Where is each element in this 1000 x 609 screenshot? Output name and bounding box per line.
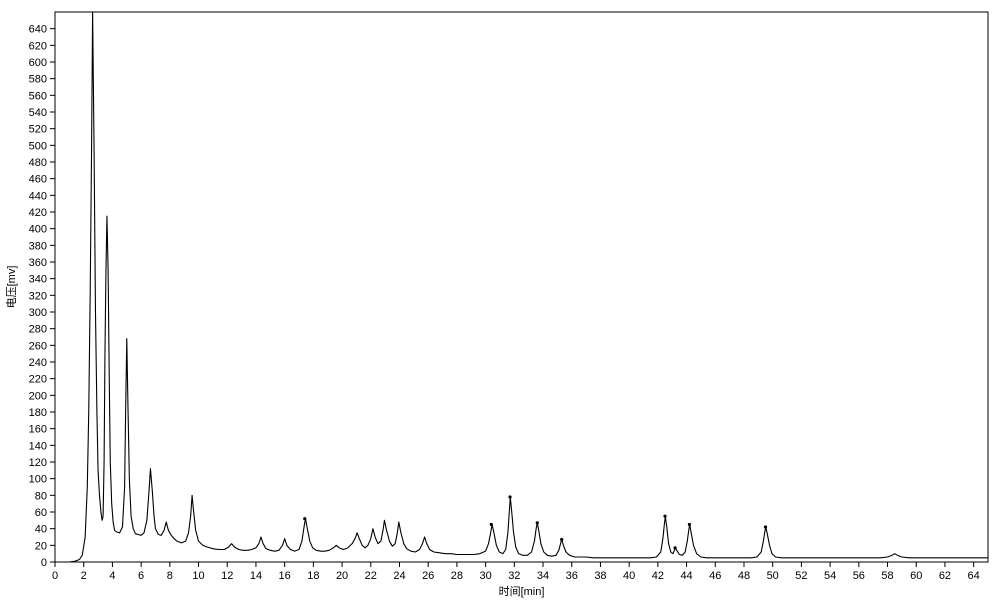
y-tick-label: 20 [35, 540, 47, 552]
y-tick-label: 380 [29, 240, 47, 252]
x-tick-label: 48 [738, 570, 750, 582]
y-tick-label: 120 [29, 457, 47, 469]
x-axis-label: 时间[min] [499, 585, 545, 598]
peak-marker [490, 523, 493, 526]
x-tick-label: 40 [623, 570, 635, 582]
x-tick-label: 42 [652, 570, 664, 582]
x-tick-label: 44 [680, 570, 692, 582]
x-tick-label: 12 [221, 570, 233, 582]
y-tick-label: 180 [29, 407, 47, 419]
peak-marker [673, 546, 676, 549]
x-tick-label: 30 [479, 570, 491, 582]
x-tick-label: 34 [537, 570, 549, 582]
chromatogram-chart: 0204060801001201401601802002202402602803… [0, 0, 1000, 609]
x-tick-label: 50 [767, 570, 779, 582]
x-tick-label: 54 [824, 570, 836, 582]
y-tick-label: 400 [29, 224, 47, 236]
y-tick-label: 620 [29, 40, 47, 52]
y-tick-label: 0 [41, 557, 47, 569]
x-tick-label: 26 [422, 570, 434, 582]
x-tick-label: 64 [968, 570, 980, 582]
x-tick-label: 20 [336, 570, 348, 582]
y-tick-label: 80 [35, 490, 47, 502]
y-axis-label: 电压[mv] [5, 266, 18, 309]
x-tick-label: 22 [365, 570, 377, 582]
x-tick-label: 56 [853, 570, 865, 582]
y-tick-label: 600 [29, 57, 47, 69]
x-tick-label: 46 [709, 570, 721, 582]
x-tick-label: 18 [307, 570, 319, 582]
peak-marker [536, 521, 539, 524]
x-tick-label: 14 [250, 570, 262, 582]
x-tick-label: 4 [109, 570, 115, 582]
y-tick-label: 500 [29, 140, 47, 152]
x-tick-label: 0 [52, 570, 58, 582]
y-tick-label: 280 [29, 324, 47, 336]
y-tick-label: 360 [29, 257, 47, 269]
x-tick-label: 24 [393, 570, 405, 582]
y-tick-label: 320 [29, 290, 47, 302]
y-tick-label: 480 [29, 157, 47, 169]
y-tick-label: 140 [29, 440, 47, 452]
x-tick-label: 28 [451, 570, 463, 582]
peak-marker [688, 523, 691, 526]
peak-marker [303, 517, 306, 520]
y-tick-label: 340 [29, 274, 47, 286]
x-tick-label: 36 [566, 570, 578, 582]
peak-marker [560, 538, 563, 541]
peak-marker [663, 515, 666, 518]
y-tick-label: 260 [29, 340, 47, 352]
y-tick-label: 240 [29, 357, 47, 369]
x-tick-label: 10 [192, 570, 204, 582]
y-tick-label: 640 [29, 24, 47, 36]
x-tick-label: 6 [138, 570, 144, 582]
y-tick-label: 540 [29, 107, 47, 119]
y-tick-label: 300 [29, 307, 47, 319]
y-tick-label: 100 [29, 474, 47, 486]
y-tick-label: 560 [29, 90, 47, 102]
x-tick-label: 62 [939, 570, 951, 582]
x-tick-label: 58 [881, 570, 893, 582]
y-tick-label: 60 [35, 507, 47, 519]
y-tick-label: 580 [29, 74, 47, 86]
x-tick-label: 2 [81, 570, 87, 582]
x-tick-label: 16 [279, 570, 291, 582]
x-tick-label: 32 [508, 570, 520, 582]
y-tick-label: 220 [29, 374, 47, 386]
y-tick-label: 460 [29, 174, 47, 186]
y-tick-label: 440 [29, 190, 47, 202]
x-tick-label: 60 [910, 570, 922, 582]
y-tick-label: 200 [29, 390, 47, 402]
x-tick-label: 52 [795, 570, 807, 582]
y-tick-label: 420 [29, 207, 47, 219]
y-tick-label: 160 [29, 424, 47, 436]
y-tick-label: 520 [29, 124, 47, 136]
y-tick-label: 40 [35, 524, 47, 536]
x-tick-label: 38 [594, 570, 606, 582]
peak-marker [508, 495, 511, 498]
peak-marker [764, 525, 767, 528]
chart-svg: 0204060801001201401601802002202402602803… [0, 0, 1000, 609]
x-tick-label: 8 [167, 570, 173, 582]
